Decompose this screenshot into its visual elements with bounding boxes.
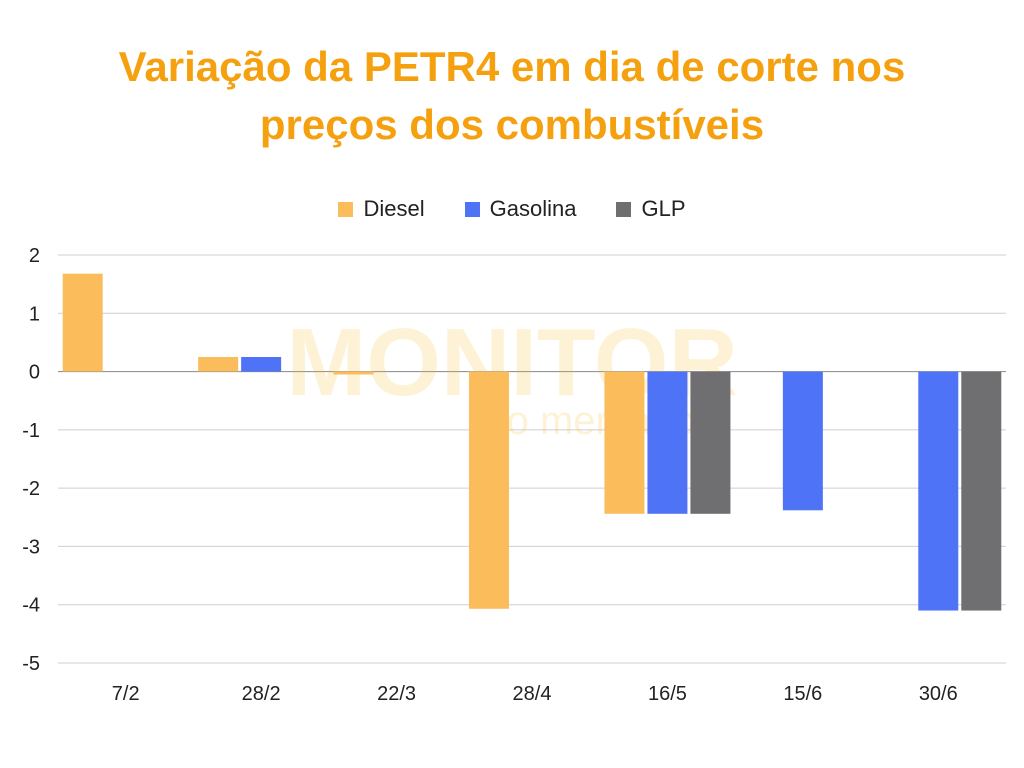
bar-glp-16-5[interactable]: [690, 371, 731, 514]
legend-label-glp: GLP: [641, 196, 686, 221]
y-axis-tick-labels: 2 1 0 -1 -2 -3 -4 -5: [22, 245, 40, 675]
y-tick-label: 0: [29, 362, 40, 384]
x-tick-label: 16/5: [648, 683, 687, 705]
legend-swatch-gasolina: [464, 201, 480, 217]
bar-gasolina-28-2[interactable]: [241, 357, 282, 372]
y-tick-label: 2: [29, 245, 40, 267]
bar-diesel-28-4[interactable]: [469, 371, 509, 609]
bar-gasolina-30-6[interactable]: [918, 371, 959, 611]
x-tick-label: 15/6: [783, 683, 822, 705]
y-tick-label: -3: [22, 536, 40, 558]
y-tick-label: -1: [22, 420, 40, 442]
x-tick-label: 28/4: [513, 683, 552, 705]
legend-item-diesel[interactable]: Diesel: [338, 196, 425, 222]
bar-diesel-22-3[interactable]: [333, 371, 374, 375]
legend-item-glp[interactable]: GLP: [616, 196, 686, 222]
bar-gasolina-16-5[interactable]: [647, 371, 688, 514]
x-tick-label: 7/2: [112, 683, 140, 705]
x-tick-label: 22/3: [377, 683, 416, 705]
bar-gasolina-15-6[interactable]: [782, 371, 823, 511]
legend-swatch-diesel: [338, 201, 354, 217]
bar-diesel-7-2[interactable]: [62, 273, 103, 372]
x-axis-tick-labels: 7/2 28/2 22/3 28/4 16/5 15/6 30/6: [112, 683, 958, 705]
legend-item-gasolina[interactable]: Gasolina: [464, 196, 577, 222]
legend-swatch-glp: [616, 201, 632, 217]
gridlines: [58, 254, 1006, 664]
x-tick-label: 28/2: [242, 683, 281, 705]
y-tick-label: -2: [22, 478, 40, 500]
y-tick-label: 1: [29, 303, 40, 325]
chart-title: Variação da PETR4 em dia de corte nos pr…: [0, 38, 1024, 154]
chart-title-line-2: preços dos combustíveis: [259, 101, 765, 148]
bar-diesel-28-2[interactable]: [198, 357, 239, 372]
bar-glp-30-6[interactable]: [961, 371, 1002, 611]
chart-title-line-1: Variação da PETR4 em dia de corte nos: [118, 43, 906, 90]
legend-label-gasolina: Gasolina: [489, 196, 577, 221]
bar-diesel-16-5[interactable]: [604, 371, 645, 514]
legend-label-diesel: Diesel: [363, 196, 425, 221]
y-tick-label: -4: [22, 595, 40, 617]
y-tick-label: -5: [22, 653, 40, 675]
chart-legend: Diesel Gasolina GLP: [0, 196, 1024, 222]
x-tick-label: 30/6: [919, 683, 958, 705]
bars: [62, 273, 1002, 611]
